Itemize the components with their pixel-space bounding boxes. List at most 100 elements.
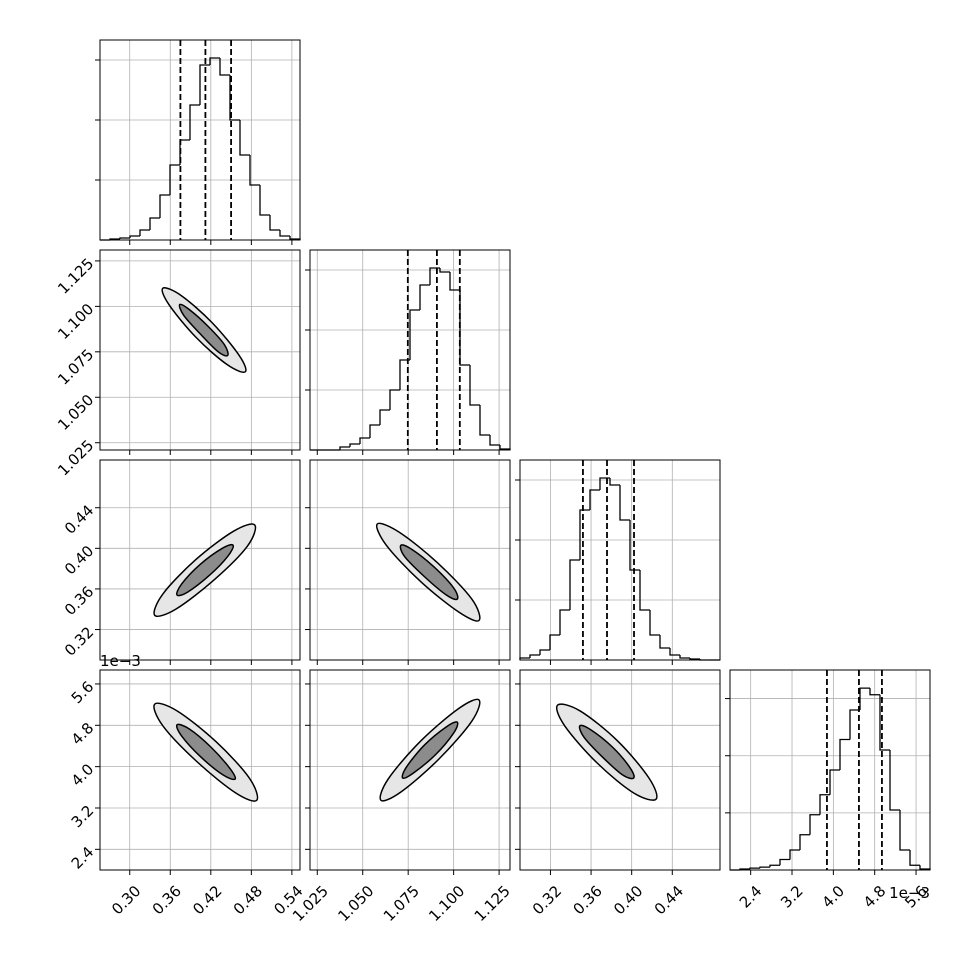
histogram-step <box>879 694 890 751</box>
y-tick-label: 1.075 <box>54 345 97 388</box>
panel-frame <box>99 459 301 661</box>
histogram-step <box>799 834 810 850</box>
histogram-step <box>659 635 670 649</box>
contour <box>175 723 237 781</box>
histogram-step <box>789 849 800 860</box>
x-tick-label: 4.8 <box>860 882 890 912</box>
histogram-step <box>339 446 350 450</box>
histogram-step <box>539 649 550 655</box>
y-tick-label: 1.125 <box>54 255 97 298</box>
contour <box>401 721 459 779</box>
histogram-step <box>169 164 180 195</box>
x-tick-label: 1.100 <box>425 882 468 925</box>
histogram-step <box>829 769 840 795</box>
x-tick-label: 0.42 <box>189 882 225 918</box>
histogram-step <box>359 437 370 444</box>
y-tick-label: 1.100 <box>54 300 97 343</box>
histogram-step <box>749 867 760 870</box>
y-tick-label: 0.36 <box>61 583 97 619</box>
histogram-step <box>619 485 630 521</box>
histogram-step <box>139 229 150 236</box>
panel-frame <box>99 669 301 871</box>
panel-frame <box>99 39 301 241</box>
histogram-step <box>429 267 440 285</box>
histogram-step <box>419 284 430 310</box>
panel-frame <box>309 459 511 661</box>
histogram-step <box>199 64 210 105</box>
contour <box>578 724 635 780</box>
histogram-step <box>159 194 170 218</box>
histogram-step <box>809 814 820 835</box>
histogram-step <box>439 268 450 273</box>
histogram-step <box>899 810 910 851</box>
histogram-step <box>379 409 390 425</box>
histogram-step <box>349 443 360 447</box>
histogram-step <box>269 215 280 231</box>
contour <box>178 303 229 357</box>
y-tick-label: 0.32 <box>61 623 97 659</box>
panel-frame <box>729 669 931 871</box>
x-tick-label: 0.30 <box>108 882 144 918</box>
panel-frame <box>309 249 511 451</box>
x-offset-text: 1e−3 <box>889 884 930 902</box>
histogram-step <box>559 609 570 635</box>
histogram-step <box>819 794 830 815</box>
histogram-step <box>479 405 490 436</box>
histogram-step <box>189 104 200 140</box>
y-tick-label: 1.050 <box>54 391 97 434</box>
histogram-step <box>589 489 600 510</box>
x-tick-label: 0.36 <box>569 882 605 918</box>
histogram-step <box>279 230 290 237</box>
panel-frame <box>99 249 301 451</box>
histogram-step <box>469 365 480 406</box>
y-tick-label: 2.4 <box>68 843 98 873</box>
panel-frame <box>519 459 721 661</box>
y-offset-text: 1e−3 <box>100 652 141 670</box>
histogram-step <box>869 688 880 696</box>
histogram-step <box>889 750 900 811</box>
y-tick-label: 4.8 <box>68 719 98 749</box>
histogram-step <box>579 509 590 560</box>
histogram-step <box>369 424 380 438</box>
histogram-step <box>649 610 660 636</box>
panel-frame <box>309 669 511 871</box>
histogram-step <box>689 658 700 660</box>
histogram-step <box>119 237 130 239</box>
histogram-step <box>759 866 770 869</box>
histogram-step <box>639 570 650 611</box>
histogram-step <box>529 654 540 658</box>
histogram-step <box>399 359 410 390</box>
histogram-step <box>449 272 460 291</box>
histogram-step <box>839 738 850 770</box>
histogram-step <box>669 648 680 656</box>
histogram-step <box>569 559 580 610</box>
histogram-step <box>549 634 560 650</box>
histogram-step <box>679 655 690 659</box>
contour <box>176 543 235 597</box>
y-tick-label: 1.025 <box>54 436 97 479</box>
histogram-step <box>149 217 160 230</box>
histogram-step <box>209 57 220 65</box>
x-tick-label: 1.075 <box>380 882 423 925</box>
panel-frame <box>519 669 721 871</box>
y-tick-label: 4.0 <box>68 760 98 790</box>
x-tick-label: 2.4 <box>736 882 766 912</box>
histogram-step <box>179 139 190 165</box>
histogram-step <box>229 75 240 121</box>
histogram-step <box>459 290 470 366</box>
histogram-step <box>499 445 511 450</box>
y-tick-label: 5.6 <box>68 678 98 708</box>
histogram-step <box>409 309 420 360</box>
histogram-step <box>629 520 640 571</box>
y-tick-label: 0.40 <box>61 542 97 578</box>
histogram-step <box>249 155 260 186</box>
histogram-step <box>489 435 500 446</box>
x-tick-label: 3.2 <box>777 882 807 912</box>
x-tick-label: 1.050 <box>334 882 377 925</box>
histogram-step <box>769 864 780 868</box>
histogram-step <box>779 858 790 866</box>
x-tick-label: 1.125 <box>471 882 514 925</box>
histogram-step <box>219 58 230 76</box>
histogram-step <box>909 850 920 866</box>
